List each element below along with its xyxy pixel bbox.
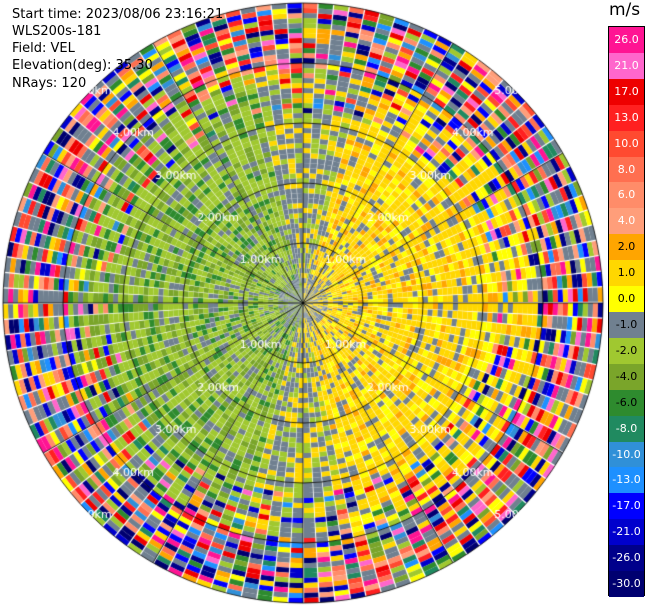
colorbar-segment bbox=[609, 312, 644, 339]
colorbar-tick-label: -13.0 bbox=[612, 473, 641, 487]
colorbar-segment bbox=[609, 156, 644, 183]
colorbar-tick-label: 0.0 bbox=[617, 292, 636, 306]
colorbar-segment bbox=[609, 104, 644, 132]
colorbar-segment bbox=[609, 545, 644, 572]
colorbar-tick-label: -6.0 bbox=[615, 395, 638, 409]
colorbar-segment bbox=[609, 415, 644, 443]
colorbar-segment bbox=[609, 337, 644, 365]
colorbar-tick-label: -2.0 bbox=[615, 343, 638, 357]
colorbar-tick-label: 1.0 bbox=[617, 266, 636, 280]
colorbar-tick-label: -30.0 bbox=[612, 577, 641, 591]
colorbar-title: m/s bbox=[609, 0, 641, 20]
colorbar-tick-label: 10.0 bbox=[614, 136, 639, 150]
colorbar-tick-label: 2.0 bbox=[617, 240, 636, 254]
colorbar-segment bbox=[609, 571, 644, 598]
elevation-label: Elevation(deg): 35.30 bbox=[12, 58, 153, 73]
colorbar-segment bbox=[609, 78, 644, 106]
colorbar-segment bbox=[609, 389, 644, 417]
colorbar-segment bbox=[609, 493, 644, 520]
colorbar-segment bbox=[609, 286, 644, 313]
colorbar-tick-label: -17.0 bbox=[612, 499, 641, 513]
colorbar-tick-label: 4.0 bbox=[617, 214, 636, 228]
colorbar-tick-label: 21.0 bbox=[614, 58, 639, 72]
field-label: Field: VEL bbox=[12, 41, 75, 56]
colorbar-tick-label: 17.0 bbox=[614, 84, 639, 98]
scan-info: Start time: 2023/08/06 23:16:21 WLS200s-… bbox=[12, 6, 223, 92]
colorbar-tick-label: 8.0 bbox=[617, 162, 636, 176]
colorbar-segment bbox=[609, 260, 644, 287]
colorbar: 26.0 21.0 17.0 13.0 10.0 8.0 6.0 4.0 2.0 1.0 0.0 -1… bbox=[608, 26, 645, 598]
colorbar-tick-label: 13.0 bbox=[614, 110, 639, 124]
colorbar-tick-label: -10.0 bbox=[612, 447, 641, 461]
colorbar-segment bbox=[609, 519, 644, 546]
colorbar-segment bbox=[609, 363, 644, 391]
instrument-label: WLS200s-181 bbox=[12, 24, 102, 39]
colorbar-segment bbox=[609, 52, 644, 80]
nrays-label: NRays: 120 bbox=[12, 76, 87, 91]
colorbar-tick-label: 6.0 bbox=[617, 188, 636, 202]
colorbar-tick-label: -1.0 bbox=[615, 317, 638, 331]
colorbar-segment bbox=[609, 130, 644, 158]
colorbar-segment bbox=[609, 182, 644, 209]
colorbar-tick-label: 26.0 bbox=[614, 32, 639, 46]
colorbar-segment bbox=[609, 208, 644, 235]
colorbar-tick-label: -26.0 bbox=[612, 551, 641, 565]
colorbar-segment bbox=[609, 467, 644, 494]
start-time-label: Start time: 2023/08/06 23:16:21 bbox=[12, 7, 224, 22]
colorbar-tick-label: -4.0 bbox=[615, 369, 638, 383]
colorbar-segment bbox=[609, 27, 644, 54]
colorbar-tick-label: -8.0 bbox=[615, 421, 638, 435]
colorbar-tick-label: -21.0 bbox=[612, 525, 641, 539]
colorbar-segment bbox=[609, 441, 644, 468]
colorbar-segment bbox=[609, 234, 644, 261]
